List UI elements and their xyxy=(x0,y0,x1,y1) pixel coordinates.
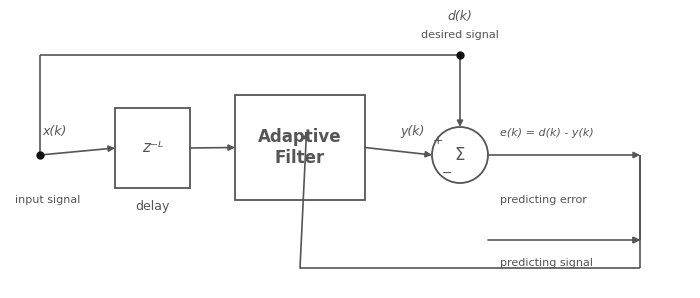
Text: Σ: Σ xyxy=(455,146,466,164)
Bar xyxy=(115,108,190,188)
Text: Adaptive
Filter: Adaptive Filter xyxy=(258,128,342,167)
Text: y(k): y(k) xyxy=(400,125,424,138)
Circle shape xyxy=(432,127,488,183)
Text: d(k): d(k) xyxy=(447,10,473,23)
Text: predicting error: predicting error xyxy=(500,195,587,205)
Text: −: − xyxy=(442,167,452,179)
Text: delay: delay xyxy=(135,200,169,213)
Bar xyxy=(235,95,365,200)
Text: input signal: input signal xyxy=(15,195,80,205)
Text: z⁻ᴸ: z⁻ᴸ xyxy=(142,140,163,156)
Text: +: + xyxy=(433,134,443,147)
Text: x(k): x(k) xyxy=(42,125,66,138)
Text: e(k) = d(k) - y(k): e(k) = d(k) - y(k) xyxy=(500,128,594,138)
Text: desired signal: desired signal xyxy=(421,30,499,40)
Text: predicting signal: predicting signal xyxy=(500,258,593,268)
